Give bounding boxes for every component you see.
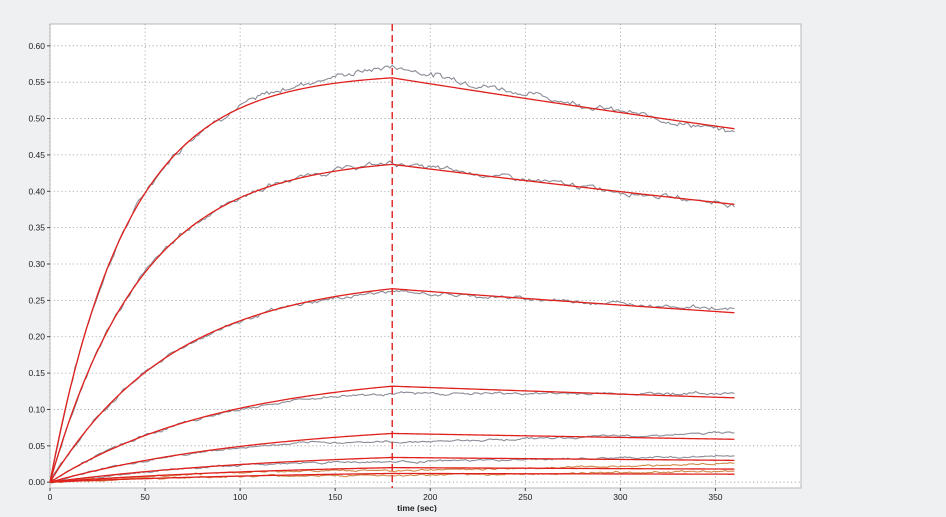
measured-curve [49, 462, 735, 484]
fit-curves [49, 77, 735, 483]
measured-curve [49, 160, 735, 483]
y-tick-label: 0.05 [28, 441, 45, 451]
x-tick-label: 300 [613, 492, 627, 502]
fit-curve [49, 385, 735, 483]
y-tick-label: 0.30 [28, 259, 45, 269]
y-tick-label: 0.35 [28, 223, 45, 233]
y-tick-label: 0.40 [28, 186, 45, 196]
y-tick-label: 0.25 [28, 295, 45, 305]
x-axis-label: time (sec) [397, 503, 437, 512]
x-tick-label: 50 [140, 492, 150, 502]
x-tick-label: 150 [328, 492, 342, 502]
y-tick-label: 0.45 [28, 150, 45, 160]
y-tick-label: 0.10 [28, 404, 45, 414]
fit-curve [49, 163, 735, 483]
x-tick-label: 350 [708, 492, 722, 502]
y-tick-label: 0.55 [28, 77, 45, 87]
y-tick-label: 0.20 [28, 332, 45, 342]
y-tick-label: 0.15 [28, 368, 45, 378]
x-tick-label: 200 [423, 492, 437, 502]
fit-curve [49, 472, 735, 483]
grid-lines [49, 24, 801, 488]
plot-area [49, 23, 802, 489]
y-tick-label: 0.00 [28, 477, 45, 487]
x-tick-label: 100 [233, 492, 247, 502]
x-tick-label: 250 [518, 492, 532, 502]
y-tick-label: 0.50 [28, 114, 45, 124]
axis-ticks: 0.00 0.05 0.10 0.15 0.20 0.25 0.30 0.35 0.40 0.45… [28, 41, 722, 502]
fit-curve [49, 77, 735, 483]
measured-curve [49, 64, 735, 483]
x-tick-label: 0 [48, 492, 53, 502]
y-tick-label: 0.60 [28, 41, 45, 51]
